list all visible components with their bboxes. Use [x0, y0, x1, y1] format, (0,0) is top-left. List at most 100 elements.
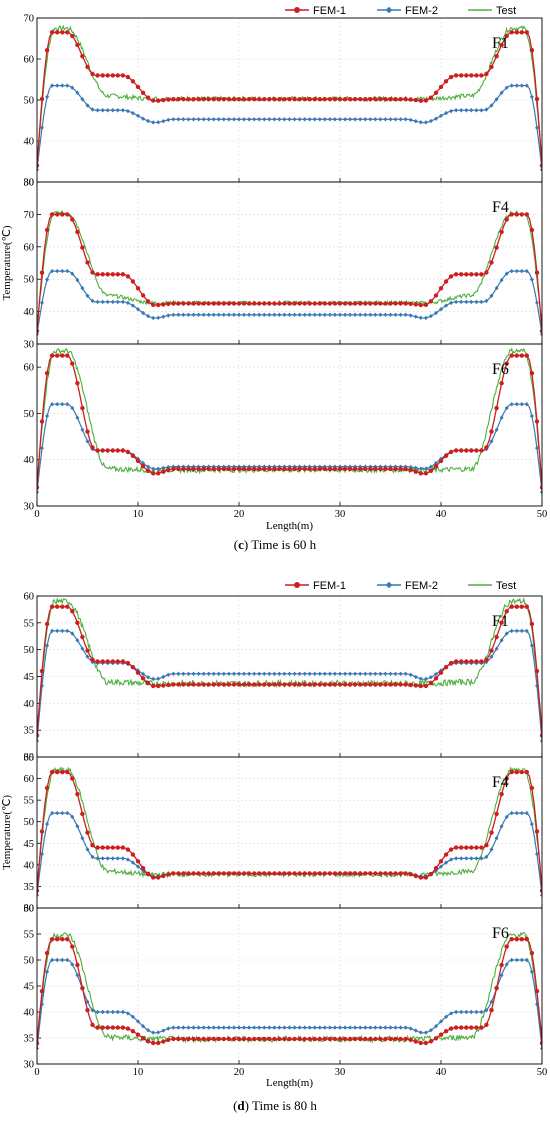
- fem2-point: [444, 1014, 449, 1019]
- fem1-point: [206, 1036, 211, 1042]
- fem1-point: [156, 875, 161, 880]
- fem2-point: [519, 83, 524, 88]
- fem2-point: [398, 671, 403, 676]
- fem1-point: [302, 682, 307, 687]
- y-axis-label: Temperature(℃): [1, 225, 13, 300]
- fem2-point: [418, 676, 423, 681]
- fem2-point: [40, 1002, 44, 1007]
- fem1-point: [221, 466, 226, 472]
- fem1-point: [60, 769, 65, 775]
- fem2-point: [282, 1025, 287, 1030]
- panel-label: F4: [492, 774, 509, 791]
- fem1-point: [65, 212, 70, 217]
- fem2-point: [171, 671, 176, 676]
- fem1-point: [140, 90, 146, 96]
- fem1-point: [378, 682, 383, 687]
- fem1-point: [166, 1037, 171, 1043]
- y-tick-label: 40: [24, 307, 35, 318]
- fem2-point: [166, 313, 171, 318]
- fem1-point: [322, 1036, 327, 1042]
- fem1-point: [352, 1036, 358, 1042]
- fem2-point: [348, 671, 353, 676]
- fem1-point: [368, 682, 373, 687]
- fem1-point: [105, 73, 110, 78]
- fem2-point: [221, 671, 226, 676]
- series-group: [37, 766, 542, 898]
- series-group: [37, 931, 542, 1051]
- fem2-point: [524, 957, 529, 963]
- panel-f4: 30 40 50 60 70 80 F4: [24, 178, 543, 351]
- fem2-point: [45, 413, 50, 419]
- fem1-point: [186, 466, 191, 472]
- fem1-point: [378, 97, 383, 102]
- fem1-point: [539, 1041, 542, 1046]
- fem2-point: [343, 117, 348, 122]
- legend-label-1: FEM-1: [313, 580, 346, 592]
- series-fem2-line: [37, 403, 542, 493]
- fem1-point: [524, 604, 529, 609]
- fem2-point: [226, 1025, 231, 1030]
- fem2-point: [388, 671, 393, 676]
- fem2-point: [338, 671, 342, 676]
- x-axis-label: Length(m): [266, 520, 313, 532]
- fem1-point: [509, 604, 514, 609]
- fem2-point: [529, 821, 534, 827]
- fem2-point: [464, 1009, 469, 1015]
- fem1-point: [459, 448, 464, 453]
- fem1-point: [257, 466, 262, 472]
- fem1-point: [297, 301, 302, 306]
- fem2-point: [434, 868, 438, 873]
- fem2-point: [489, 654, 494, 659]
- fem2-point: [524, 628, 529, 634]
- fem1-point: [378, 1036, 383, 1042]
- fem2-point: [434, 116, 438, 121]
- fem1-point: [378, 466, 383, 472]
- fem2-point: [186, 671, 191, 676]
- fem1-point: [302, 466, 307, 472]
- fem1-point: [135, 859, 141, 864]
- fem2-point: [40, 445, 44, 451]
- fem2-point: [80, 646, 85, 651]
- fem2-point: [186, 312, 191, 317]
- fem2-point: [535, 300, 539, 305]
- fem2-point: [75, 973, 80, 978]
- fem1-point: [524, 212, 529, 217]
- fem1-point: [191, 97, 196, 102]
- fem2-point: [343, 671, 348, 676]
- caption-paren-open: (: [234, 537, 238, 552]
- fem2-point: [363, 117, 368, 122]
- fem1-point: [363, 97, 368, 102]
- fem1-point: [231, 301, 237, 306]
- fem1-point: [246, 871, 252, 876]
- fem1-point: [403, 466, 408, 472]
- fem2-point: [110, 299, 115, 305]
- fem1-point: [151, 471, 156, 476]
- fem2-point: [469, 108, 474, 113]
- fem2-point: [115, 1009, 120, 1015]
- fem2-point: [151, 315, 156, 321]
- fem1-point: [474, 272, 479, 277]
- fem1-point: [378, 301, 383, 306]
- y-tick-label: 70: [24, 14, 35, 25]
- fem1-point: [469, 448, 474, 453]
- fem1-point: [277, 682, 282, 687]
- fem1-point: [327, 97, 333, 102]
- caption: (d) Time is 80 h: [233, 1098, 317, 1113]
- fem2-point: [418, 120, 423, 125]
- fem2-point: [519, 957, 524, 963]
- series-test-line: [37, 766, 542, 889]
- fem1-point: [196, 1036, 201, 1042]
- fem1-point: [423, 683, 429, 689]
- fem2-point: [489, 847, 494, 852]
- fem2-point: [439, 113, 443, 118]
- caption-paren-open: (: [233, 1098, 237, 1113]
- fem2-point: [115, 856, 120, 861]
- fem2-point: [90, 1008, 95, 1013]
- fem1-point: [85, 260, 90, 265]
- fem2-point: [105, 299, 110, 305]
- fem1-point: [393, 1036, 398, 1042]
- fem1-point: [459, 845, 464, 850]
- y-tick-label: 70: [24, 210, 35, 221]
- fem1-point: [80, 811, 85, 817]
- fem1-point: [383, 301, 388, 306]
